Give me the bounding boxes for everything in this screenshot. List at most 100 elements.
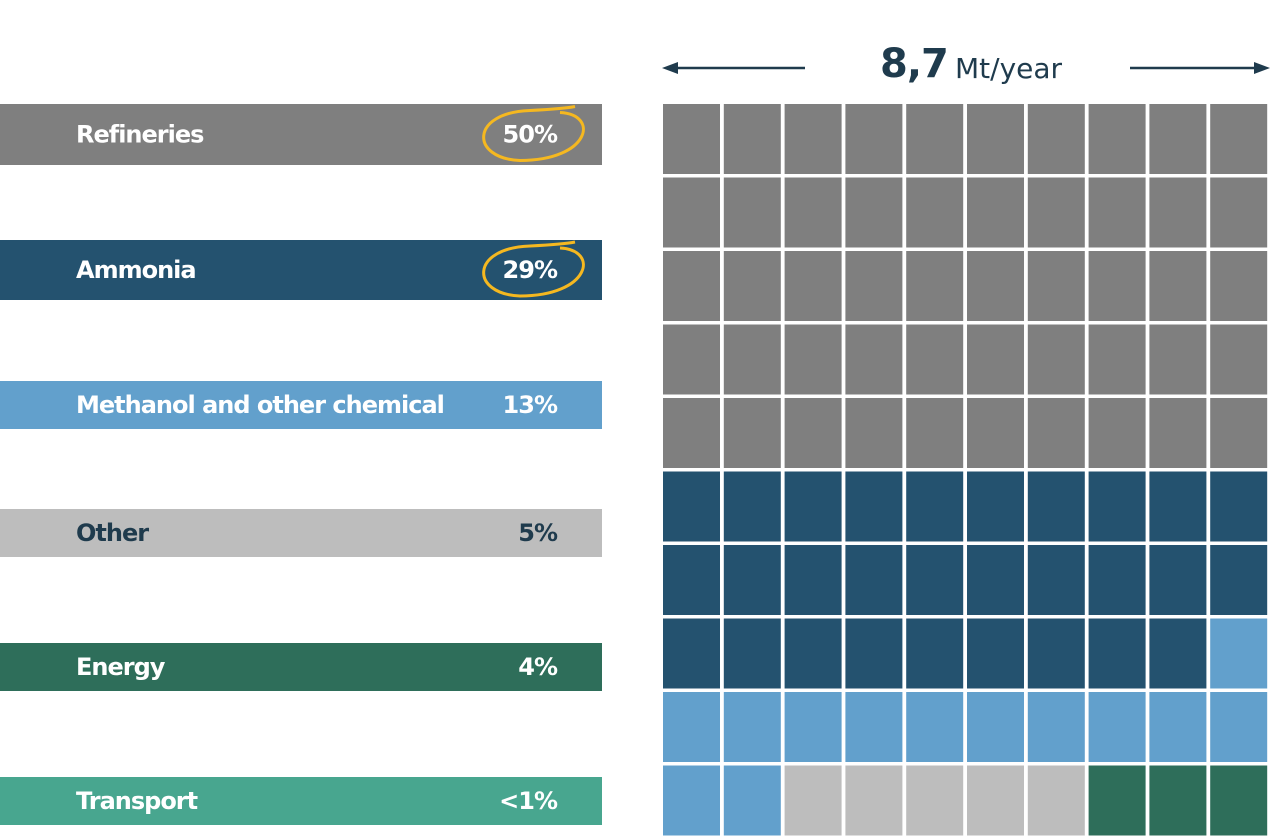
waffle-cell (1088, 471, 1146, 542)
waffle-cell (723, 104, 781, 174)
waffle-cell (784, 398, 842, 468)
value-label: 29% (503, 256, 558, 284)
unit: Mt/year (955, 52, 1063, 85)
value-label: <1% (499, 787, 558, 815)
waffle-cell (1210, 104, 1268, 174)
waffle-cell (1088, 692, 1146, 762)
waffle-cell (1210, 471, 1268, 542)
category-label: Energy (76, 653, 166, 681)
waffle-cell (906, 177, 964, 248)
waffle-cell (967, 251, 1024, 321)
waffle-cell (1088, 177, 1146, 248)
waffle-cell (845, 251, 903, 321)
arrow-head (662, 62, 678, 74)
value-label: 5% (518, 519, 558, 547)
waffle-cell (784, 618, 842, 689)
category-label: Methanol and other chemical (76, 391, 444, 419)
waffle-cell (1088, 545, 1146, 615)
waffle-cell (1210, 692, 1268, 762)
waffle-cell (1027, 765, 1085, 836)
waffle-cell (723, 765, 781, 836)
waffle-cell (1149, 324, 1207, 395)
waffle-cell (723, 471, 781, 542)
category-label: Transport (76, 787, 198, 815)
waffle-cell (784, 177, 842, 248)
waffle-cell (663, 471, 720, 542)
waffle-cell (1149, 765, 1207, 836)
waffle-cell (845, 692, 903, 762)
total: 8,7 (880, 41, 948, 87)
category-label: Refineries (76, 121, 204, 149)
legend-bar (0, 104, 602, 165)
waffle-cell (906, 692, 964, 762)
waffle-cell (1210, 177, 1268, 248)
waffle-cell (1149, 177, 1207, 248)
waffle-cell (1088, 251, 1146, 321)
waffle-cell (1027, 104, 1085, 174)
waffle-cell (1210, 324, 1268, 395)
highlight-circle (482, 105, 585, 163)
waffle-cell (845, 765, 903, 836)
waffle-cell (784, 692, 842, 762)
waffle-cell (723, 177, 781, 248)
waffle-cell (845, 177, 903, 248)
waffle-cell (1088, 765, 1146, 836)
waffle-cell (784, 324, 842, 395)
waffle-cell (967, 618, 1024, 689)
waffle-cell (1210, 398, 1268, 468)
waffle-cell (1149, 545, 1207, 615)
waffle-cell (723, 398, 781, 468)
waffle-cell (663, 104, 720, 174)
waffle-cell (906, 765, 964, 836)
value-label: 13% (503, 391, 558, 419)
waffle-cell (784, 471, 842, 542)
waffle-cell (1027, 398, 1085, 468)
waffle-cell (906, 324, 964, 395)
waffle-cell (1149, 471, 1207, 542)
waffle-cell (1210, 545, 1268, 615)
waffle-cell (663, 177, 720, 248)
waffle-cell (906, 398, 964, 468)
highlight-circle (482, 240, 585, 298)
waffle-cell (723, 545, 781, 615)
waffle-cell (906, 618, 964, 689)
legend-bar (0, 643, 602, 691)
waffle-cell (967, 545, 1024, 615)
waffle-cell (967, 765, 1024, 836)
waffle-cell (723, 618, 781, 689)
category-label: Other (76, 519, 149, 547)
waffle-cell (663, 324, 720, 395)
waffle-cell (1027, 692, 1085, 762)
waffle-cell (1149, 692, 1207, 762)
waffle-cell (723, 324, 781, 395)
waffle-cell (663, 618, 720, 689)
waffle-cell (784, 545, 842, 615)
waffle-cell (723, 251, 781, 321)
waffle-cell (1088, 324, 1146, 395)
waffle-cell (967, 177, 1024, 248)
value-label: 50% (503, 121, 558, 149)
category-label: Ammonia (76, 256, 196, 284)
waffle-cell (1027, 177, 1085, 248)
legend-bar (0, 509, 602, 557)
waffle-cell (845, 471, 903, 542)
waffle-cell (1149, 104, 1207, 174)
waffle-cell (1149, 398, 1207, 468)
waffle-cell (1027, 545, 1085, 615)
waffle-cell (1027, 251, 1085, 321)
waffle-cell (663, 765, 720, 836)
waffle-cell (784, 765, 842, 836)
waffle-cell (1149, 618, 1207, 689)
waffle-cell (967, 692, 1024, 762)
waffle-cell (845, 545, 903, 615)
waffle-cell (784, 104, 842, 174)
waffle-cell (967, 471, 1024, 542)
header: 8,7 Mt/year (662, 41, 1270, 87)
waffle-cell (1210, 618, 1268, 689)
waffle-cell (845, 104, 903, 174)
waffle-cell (967, 104, 1024, 174)
waffle-cell (663, 545, 720, 615)
waffle-cell (845, 618, 903, 689)
waffle-cell (1088, 104, 1146, 174)
waffle-cell (906, 545, 964, 615)
